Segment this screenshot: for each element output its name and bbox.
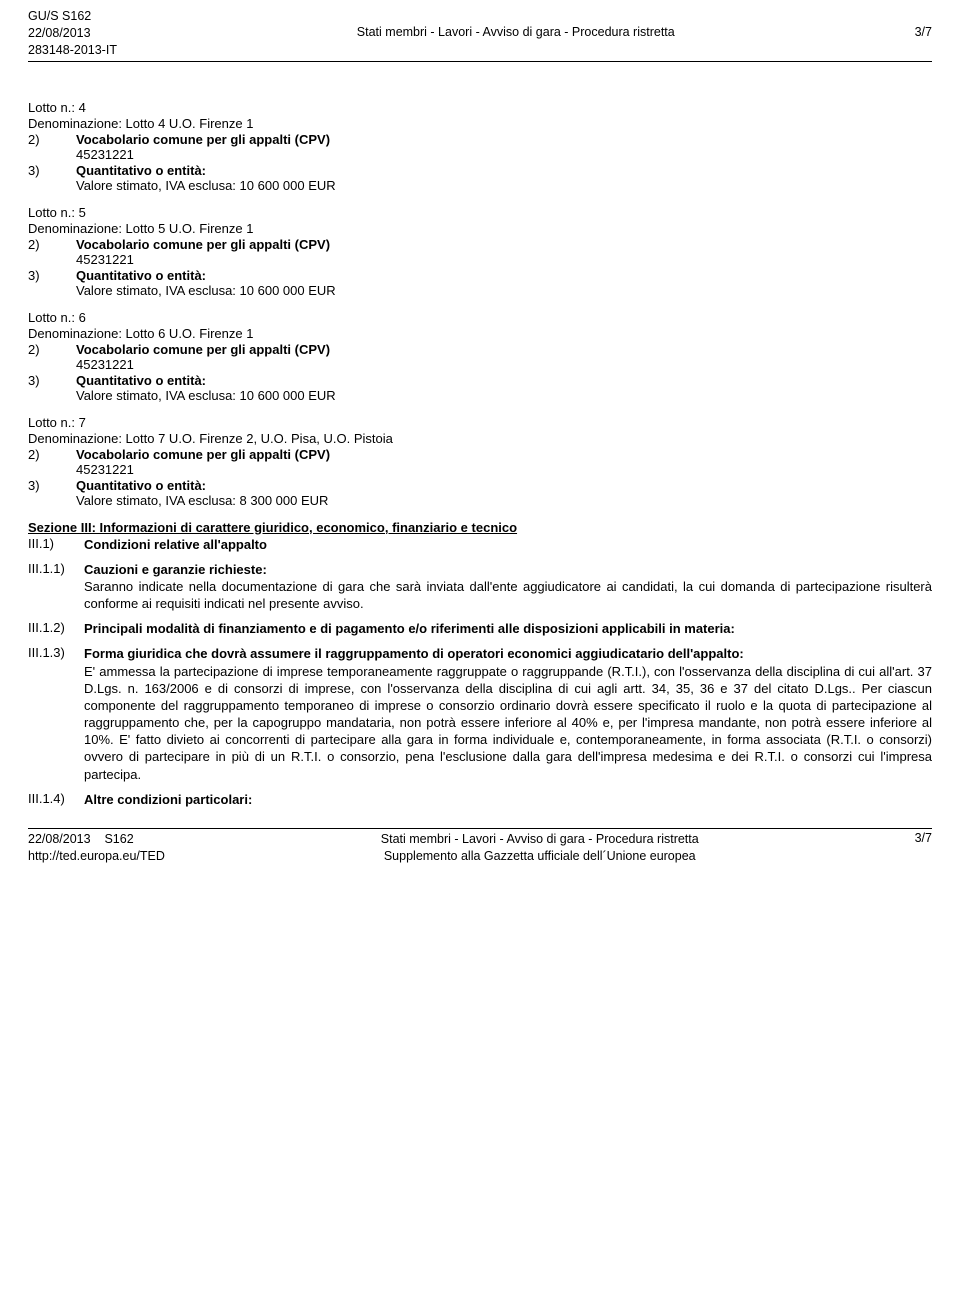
iii-content: Condizioni relative all'appalto (84, 536, 932, 553)
footer-date: 22/08/2013 (28, 832, 91, 846)
iii-row: III.1.1) Cauzioni e garanzie richieste: … (28, 561, 932, 612)
item-content: Vocabolario comune per gli appalti (CPV)… (76, 132, 932, 162)
header-date: 22/08/2013 (28, 25, 117, 42)
item-row: 3) Quantitativo o entità: Valore stimato… (28, 163, 932, 193)
iii-content: Forma giuridica che dovrà assumere il ra… (84, 645, 932, 782)
footer-subtitle: Supplemento alla Gazzetta ufficiale dell… (381, 848, 699, 865)
header-left: GU/S S162 22/08/2013 283148-2013-IT (28, 8, 117, 59)
item-row: 2) Vocabolario comune per gli appalti (C… (28, 342, 932, 372)
item-title: Vocabolario comune per gli appalti (CPV) (76, 132, 932, 147)
header-ref1: GU/S S162 (28, 8, 117, 25)
item-row: 2) Vocabolario comune per gli appalti (C… (28, 447, 932, 477)
footer-s-number: S162 (104, 832, 133, 846)
item-content: Vocabolario comune per gli appalti (CPV)… (76, 342, 932, 372)
item-value: 45231221 (76, 357, 932, 372)
lot-block: Lotto n.: 4 Denominazione: Lotto 4 U.O. … (28, 100, 932, 193)
header-title: Stati membri - Lavori - Avviso di gara -… (357, 25, 675, 39)
header-ref2: 283148-2013-IT (28, 42, 117, 59)
lotto-number: Lotto n.: 6 (28, 310, 932, 325)
item-title: Vocabolario comune per gli appalti (CPV) (76, 237, 932, 252)
footer-title: Stati membri - Lavori - Avviso di gara -… (381, 831, 699, 848)
lotto-denomination: Denominazione: Lotto 5 U.O. Firenze 1 (28, 221, 932, 236)
item-number: 2) (28, 447, 76, 477)
iii-body: E' ammessa la partecipazione di imprese … (84, 663, 932, 783)
footer-center: Stati membri - Lavori - Avviso di gara -… (381, 831, 699, 865)
iii-title: Altre condizioni particolari: (84, 791, 932, 808)
lotto-denomination: Denominazione: Lotto 4 U.O. Firenze 1 (28, 116, 932, 131)
item-row: 3) Quantitativo o entità: Valore stimato… (28, 478, 932, 508)
iii-content: Cauzioni e garanzie richieste: Saranno i… (84, 561, 932, 612)
item-row: 2) Vocabolario comune per gli appalti (C… (28, 132, 932, 162)
item-title: Quantitativo o entità: (76, 478, 932, 493)
item-row: 3) Quantitativo o entità: Valore stimato… (28, 373, 932, 403)
item-number: 2) (28, 237, 76, 267)
header-right: 3/7 (915, 8, 932, 39)
item-title: Vocabolario comune per gli appalti (CPV) (76, 447, 932, 462)
item-value: Valore stimato, IVA esclusa: 8 300 000 E… (76, 493, 932, 508)
item-row: 2) Vocabolario comune per gli appalti (C… (28, 237, 932, 267)
item-value: 45231221 (76, 462, 932, 477)
item-value: Valore stimato, IVA esclusa: 10 600 000 … (76, 283, 932, 298)
iii-label: III.1.4) (28, 791, 84, 808)
iii-label: III.1.2) (28, 620, 84, 637)
page-footer: 22/08/2013 S162 http://ted.europa.eu/TED… (28, 828, 932, 865)
iii-label: III.1.3) (28, 645, 84, 782)
item-title: Quantitativo o entità: (76, 163, 932, 178)
iii-title: Principali modalità di finanziamento e d… (84, 620, 932, 637)
iii-row: III.1.4) Altre condizioni particolari: (28, 791, 932, 808)
item-title: Vocabolario comune per gli appalti (CPV) (76, 342, 932, 357)
footer-right: 3/7 (915, 831, 932, 865)
item-number: 3) (28, 268, 76, 298)
item-content: Quantitativo o entità: Valore stimato, I… (76, 373, 932, 403)
item-value: Valore stimato, IVA esclusa: 10 600 000 … (76, 388, 932, 403)
iii-row: III.1.2) Principali modalità di finanzia… (28, 620, 932, 637)
section-iii-heading: Sezione III: Informazioni di carattere g… (28, 520, 932, 535)
item-title: Quantitativo o entità: (76, 373, 932, 388)
item-value: 45231221 (76, 147, 932, 162)
header-center: Stati membri - Lavori - Avviso di gara -… (357, 8, 675, 39)
item-value: 45231221 (76, 252, 932, 267)
lotto-number: Lotto n.: 7 (28, 415, 932, 430)
header-page-number: 3/7 (915, 25, 932, 39)
item-content: Quantitativo o entità: Valore stimato, I… (76, 268, 932, 298)
iii-title: Cauzioni e garanzie richieste: (84, 561, 932, 578)
footer-page-number: 3/7 (915, 831, 932, 845)
iii-row: III.1.3) Forma giuridica che dovrà assum… (28, 645, 932, 782)
lot-block: Lotto n.: 5 Denominazione: Lotto 5 U.O. … (28, 205, 932, 298)
lotto-number: Lotto n.: 4 (28, 100, 932, 115)
iii-label: III.1.1) (28, 561, 84, 612)
item-number: 3) (28, 373, 76, 403)
item-number: 3) (28, 478, 76, 508)
item-title: Quantitativo o entità: (76, 268, 932, 283)
item-content: Quantitativo o entità: Valore stimato, I… (76, 163, 932, 193)
lotto-denomination: Denominazione: Lotto 7 U.O. Firenze 2, U… (28, 431, 932, 446)
iii-title: Condizioni relative all'appalto (84, 537, 267, 552)
iii-label: III.1) (28, 536, 84, 553)
lot-block: Lotto n.: 7 Denominazione: Lotto 7 U.O. … (28, 415, 932, 508)
item-row: 3) Quantitativo o entità: Valore stimato… (28, 268, 932, 298)
footer-left: 22/08/2013 S162 http://ted.europa.eu/TED (28, 831, 165, 865)
page-header: GU/S S162 22/08/2013 283148-2013-IT Stat… (28, 8, 932, 62)
iii-body: Saranno indicate nella documentazione di… (84, 578, 932, 612)
item-number: 2) (28, 342, 76, 372)
item-content: Vocabolario comune per gli appalti (CPV)… (76, 447, 932, 477)
iii-row: III.1) Condizioni relative all'appalto (28, 536, 932, 553)
iii-content: Altre condizioni particolari: (84, 791, 932, 808)
item-content: Vocabolario comune per gli appalti (CPV)… (76, 237, 932, 267)
lotto-denomination: Denominazione: Lotto 6 U.O. Firenze 1 (28, 326, 932, 341)
lot-block: Lotto n.: 6 Denominazione: Lotto 6 U.O. … (28, 310, 932, 403)
item-value: Valore stimato, IVA esclusa: 10 600 000 … (76, 178, 932, 193)
footer-url: http://ted.europa.eu/TED (28, 848, 165, 865)
item-number: 2) (28, 132, 76, 162)
iii-content: Principali modalità di finanziamento e d… (84, 620, 932, 637)
item-content: Quantitativo o entità: Valore stimato, I… (76, 478, 932, 508)
iii-title: Forma giuridica che dovrà assumere il ra… (84, 645, 932, 662)
item-number: 3) (28, 163, 76, 193)
lotto-number: Lotto n.: 5 (28, 205, 932, 220)
